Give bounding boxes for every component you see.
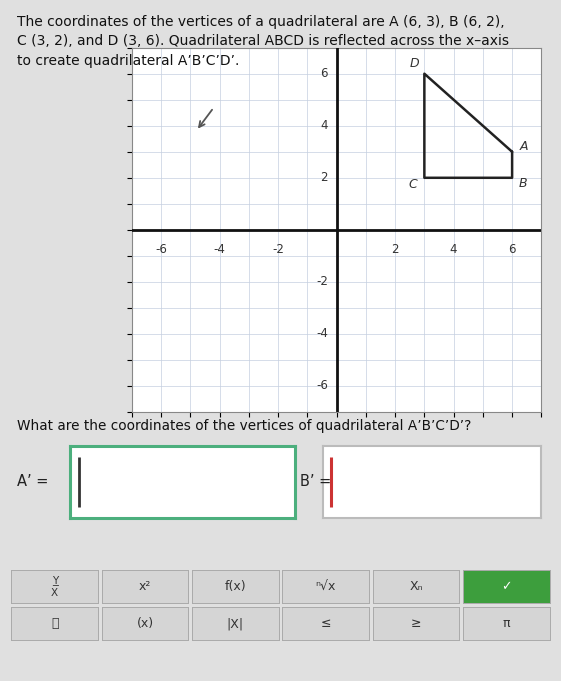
Text: 🗑: 🗑	[51, 617, 58, 631]
Text: Y: Y	[52, 576, 58, 586]
Text: -2: -2	[272, 243, 284, 256]
Text: A: A	[519, 140, 528, 153]
Text: The coordinates of the vertices of a quadrilateral are A (6, 3), B (6, 2),
C (3,: The coordinates of the vertices of a qua…	[17, 15, 509, 68]
Text: What are the coordinates of the vertices of quadrilateral A’B’C’D’?: What are the coordinates of the vertices…	[17, 419, 471, 433]
Text: |X|: |X|	[227, 617, 244, 631]
Text: ─: ─	[52, 582, 58, 591]
Text: x²: x²	[139, 580, 151, 593]
Text: ⁿ√x: ⁿ√x	[315, 580, 336, 593]
Text: 2: 2	[320, 172, 328, 185]
Text: (x): (x)	[136, 617, 154, 631]
Text: -6: -6	[155, 243, 167, 256]
Text: 6: 6	[508, 243, 516, 256]
Text: 4: 4	[450, 243, 457, 256]
Text: 4: 4	[320, 119, 328, 132]
Text: C: C	[408, 178, 417, 191]
Text: X: X	[51, 588, 58, 598]
Text: π: π	[503, 617, 510, 631]
Text: -2: -2	[316, 275, 328, 288]
Text: ≤: ≤	[320, 617, 331, 631]
Text: D: D	[410, 57, 420, 70]
Text: -4: -4	[214, 243, 226, 256]
Text: B: B	[518, 177, 527, 190]
Text: Xₙ: Xₙ	[409, 580, 423, 593]
Text: 6: 6	[320, 67, 328, 80]
Text: ✓: ✓	[501, 580, 512, 593]
Text: f(x): f(x)	[224, 580, 246, 593]
Text: A’ =: A’ =	[17, 474, 48, 490]
Text: 2: 2	[392, 243, 399, 256]
Text: -6: -6	[316, 379, 328, 392]
Text: -4: -4	[316, 328, 328, 340]
Text: ≥: ≥	[411, 617, 421, 631]
Text: B’ =: B’ =	[300, 474, 332, 490]
